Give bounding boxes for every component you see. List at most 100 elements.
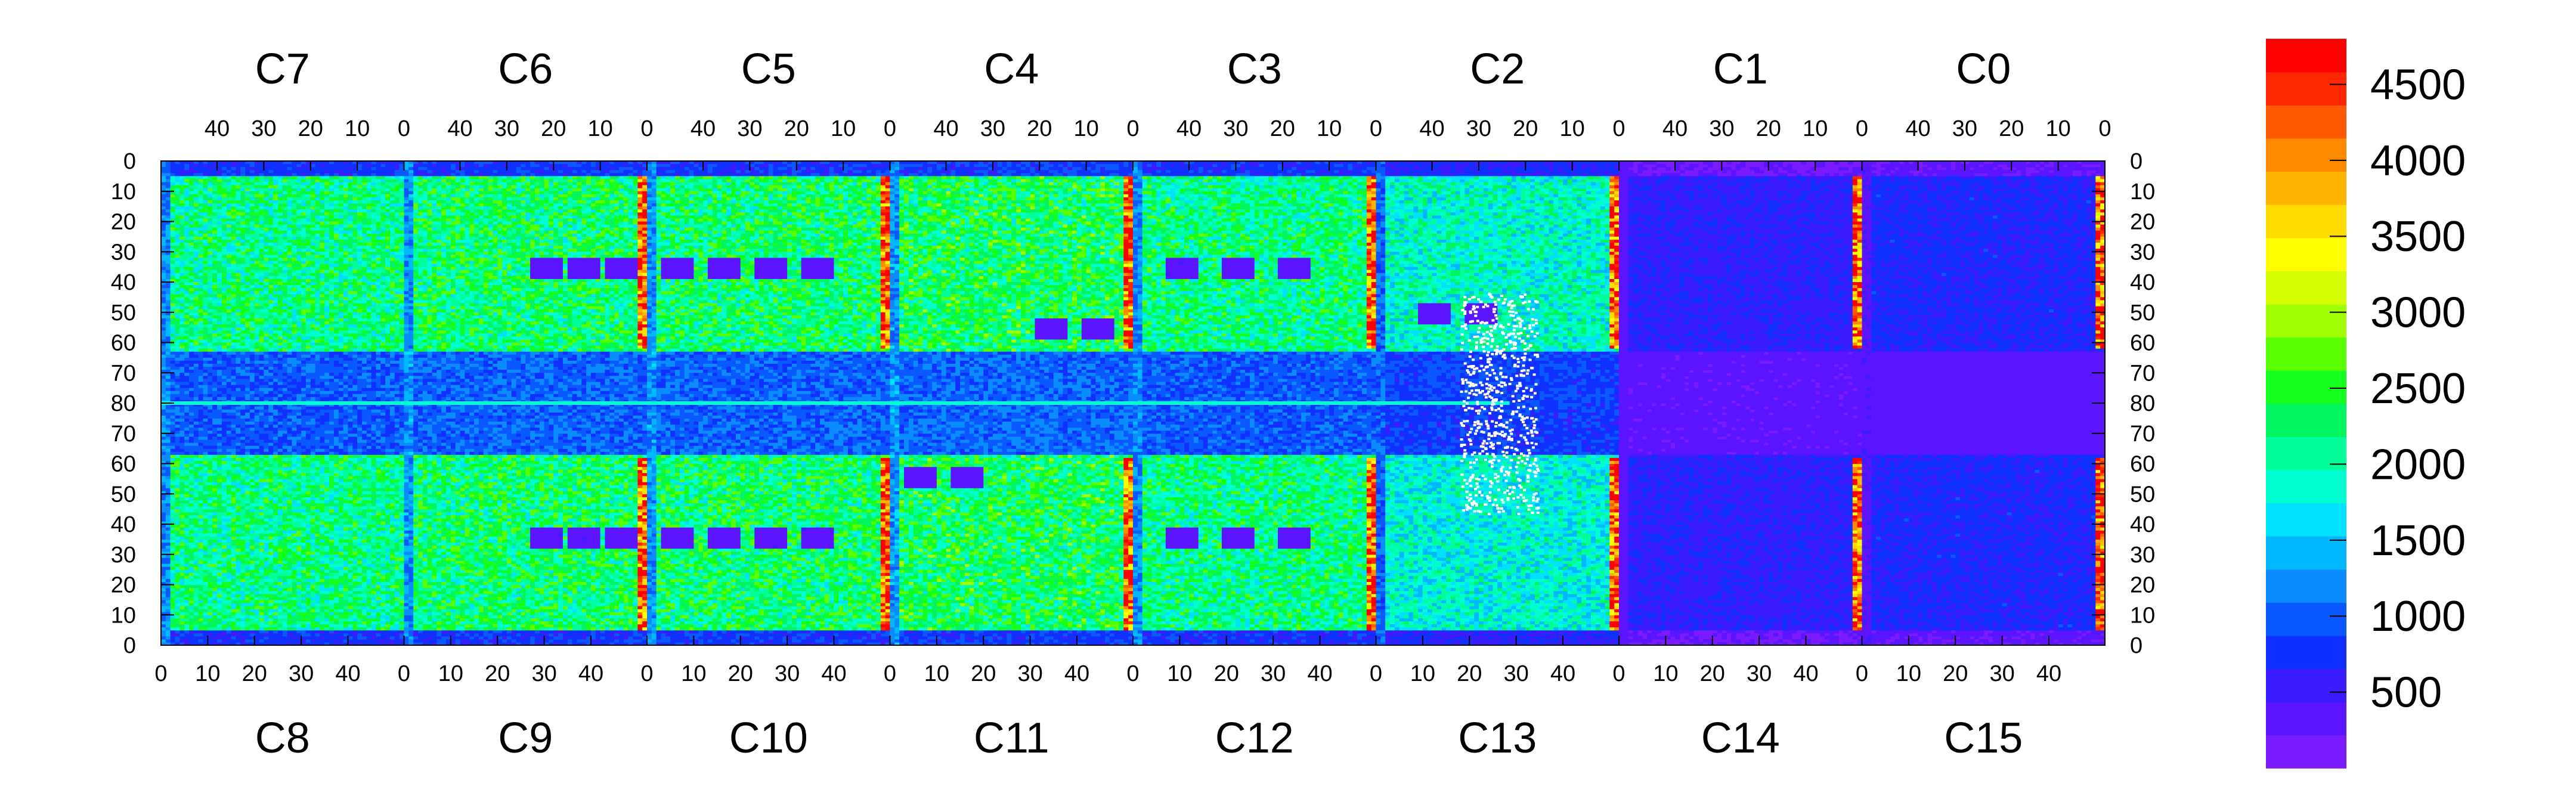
heatmap-cell	[311, 215, 315, 219]
heatmap-cell	[227, 164, 231, 168]
heatmap-cell	[222, 167, 227, 171]
heatmap-cell	[283, 255, 287, 258]
heatmap-cell	[273, 291, 278, 295]
heatmap-cell	[343, 197, 348, 201]
heatmap-cell	[199, 252, 203, 255]
heatmap-cell	[245, 246, 250, 249]
heatmap-cell	[259, 222, 264, 225]
heatmap-cell	[166, 194, 171, 198]
heatmap-cell	[194, 185, 199, 189]
heatmap-cell	[203, 279, 208, 283]
heatmap-cell	[395, 285, 400, 289]
heatmap-cell	[189, 261, 194, 264]
heatmap-cell	[324, 225, 329, 228]
heatmap-cell	[240, 164, 245, 168]
heatmap-cell	[385, 200, 390, 204]
heatmap-cell	[320, 273, 324, 277]
heatmap-cell	[199, 173, 203, 177]
heatmap-cell	[371, 179, 376, 182]
heatmap-cell	[278, 203, 283, 207]
heatmap-cell	[240, 243, 245, 246]
heatmap-cell	[362, 288, 367, 292]
heatmap-cell	[362, 212, 367, 216]
heatmap-cell	[255, 282, 259, 286]
heatmap-cell	[212, 282, 217, 286]
heatmap-cell	[236, 185, 240, 189]
heatmap-cell	[203, 291, 208, 295]
heatmap-cell	[161, 215, 166, 219]
heatmap-cell	[395, 176, 400, 179]
heatmap-cell	[320, 267, 324, 271]
heatmap-cell	[227, 203, 231, 207]
heatmap-cell	[250, 267, 255, 271]
heatmap-cell	[250, 234, 255, 237]
heatmap-cell	[184, 176, 189, 179]
heatmap-cell	[240, 261, 245, 264]
heatmap-cell	[208, 218, 212, 222]
heatmap-cell	[212, 258, 217, 261]
heatmap-cell	[184, 179, 189, 182]
heatmap-cell	[189, 264, 194, 268]
heatmap-cell	[362, 252, 367, 255]
heatmap-cell	[380, 273, 385, 277]
heatmap-cell	[222, 285, 227, 289]
heatmap-cell	[301, 243, 306, 246]
heatmap-cell	[194, 261, 199, 264]
heatmap-cell	[184, 228, 189, 231]
heatmap-cell	[240, 206, 245, 210]
heatmap-cell	[395, 234, 400, 237]
heatmap-cell	[199, 285, 203, 289]
heatmap-cell	[385, 240, 390, 243]
heatmap-cell	[245, 203, 250, 207]
heatmap-cell	[362, 228, 367, 231]
heatmap-cell	[306, 270, 311, 274]
heatmap-cell	[240, 240, 245, 243]
heatmap-cell	[371, 203, 376, 207]
heatmap-cell	[390, 209, 395, 213]
heatmap-cell	[175, 176, 180, 179]
heatmap-cell	[255, 231, 259, 234]
heatmap-cell	[217, 279, 222, 283]
heatmap-cell	[217, 255, 222, 258]
heatmap-cell	[301, 176, 306, 179]
heatmap-cell	[390, 291, 395, 295]
heatmap-cell	[236, 228, 240, 231]
heatmap-cell	[259, 194, 264, 198]
heatmap-cell	[283, 240, 287, 243]
heatmap-cell	[348, 185, 352, 189]
heatmap-cell	[199, 270, 203, 274]
heatmap-cell	[236, 215, 240, 219]
heatmap-cell	[292, 234, 296, 237]
heatmap-cell	[227, 261, 231, 264]
heatmap-cell	[255, 273, 259, 277]
heatmap-cell	[161, 288, 166, 292]
heatmap-cell	[357, 215, 362, 219]
heatmap-cell	[339, 249, 343, 252]
heatmap-cell	[208, 188, 212, 192]
heatmap-cell	[376, 279, 380, 283]
heatmap-cell	[222, 164, 227, 168]
heatmap-cell	[222, 243, 227, 246]
heatmap-cell	[301, 237, 306, 240]
heatmap-cell	[311, 240, 315, 243]
heatmap-cell	[194, 294, 199, 298]
heatmap-cell	[278, 288, 283, 292]
heatmap-cell	[179, 255, 184, 258]
heatmap-cell	[311, 203, 315, 207]
heatmap-cell	[227, 276, 231, 280]
heatmap-cell	[311, 197, 315, 201]
heatmap-cell	[264, 264, 268, 268]
heatmap-cell	[217, 276, 222, 280]
heatmap-cell	[339, 258, 343, 261]
heatmap-cell	[400, 170, 404, 174]
heatmap-cell	[296, 273, 301, 277]
heatmap-cell	[320, 231, 324, 234]
heatmap-cell	[227, 246, 231, 249]
heatmap-cell	[273, 273, 278, 277]
heatmap-cell	[315, 285, 320, 289]
heatmap-cell	[236, 173, 240, 177]
heatmap-cell	[175, 294, 180, 298]
heatmap-cell	[199, 194, 203, 198]
heatmap-cell	[194, 282, 199, 286]
heatmap-cell	[352, 252, 357, 255]
